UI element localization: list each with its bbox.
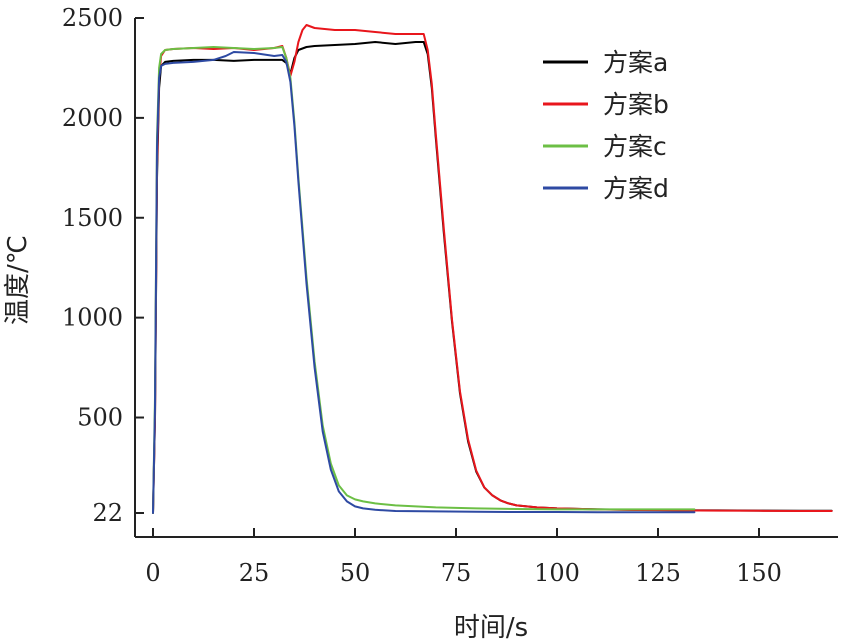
legend: 方案a 方案b 方案c 方案d: [543, 48, 669, 203]
y-tick-label: 1500: [62, 204, 123, 232]
legend-label-2: 方案b: [603, 90, 669, 119]
y-axis-title: 温度/℃: [3, 235, 33, 325]
series-line-4: [152, 51, 696, 514]
y-ticks: 22 500 1000 1500 2000 2500: [62, 4, 144, 527]
x-tick-label: 100: [534, 559, 580, 587]
axes: [134, 18, 838, 538]
x-tick-label: 50: [340, 559, 371, 587]
y-tick-label: 2500: [62, 4, 123, 32]
plot-lines: [152, 24, 833, 514]
legend-label-3: 方案c: [603, 132, 667, 161]
x-tick-label: 150: [736, 559, 782, 587]
y-tick-label: 1000: [62, 304, 123, 332]
series-line-1: [152, 41, 833, 514]
y-tick-label: 2000: [62, 104, 123, 132]
x-tick-label: 75: [441, 559, 472, 587]
x-tick-label: 0: [145, 559, 160, 587]
x-tick-label: 25: [239, 559, 270, 587]
x-tick-label: 125: [635, 559, 681, 587]
x-ticks: 0 25 50 75 100 125 150: [145, 528, 782, 587]
y-tick-label: 500: [77, 404, 123, 432]
x-axis-title: 时间/s: [454, 613, 528, 643]
legend-label-4: 方案d: [603, 174, 669, 203]
legend-label-1: 方案a: [603, 48, 668, 77]
y-tick-label: 22: [92, 499, 123, 527]
series-line-2: [152, 24, 833, 514]
